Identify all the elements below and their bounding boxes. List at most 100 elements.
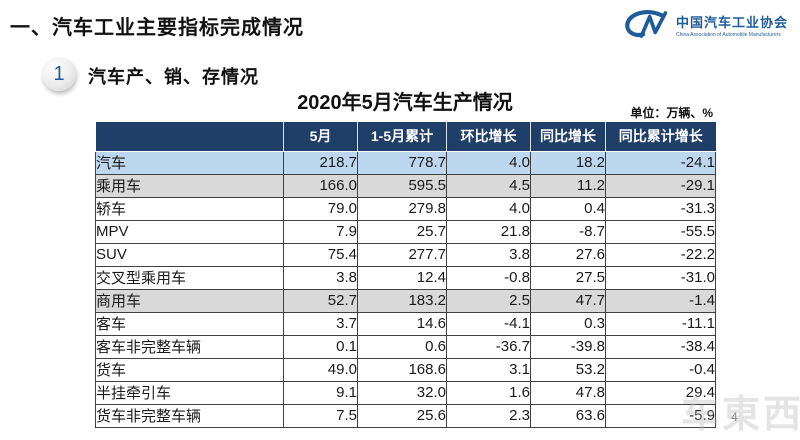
cell-value: 778.7 xyxy=(357,150,447,175)
cell-value: 4.0 xyxy=(446,196,531,221)
cell-value: 32.0 xyxy=(357,380,447,405)
cell-value: 47.7 xyxy=(530,288,606,313)
cell-value: 0.1 xyxy=(283,334,358,359)
cell-value: -31.3 xyxy=(605,196,716,221)
cell-value: 0.4 xyxy=(530,196,606,221)
header-cell-month: 5月 xyxy=(283,122,358,152)
cell-value: 0.6 xyxy=(357,334,447,359)
cell-value: -0.4 xyxy=(605,357,716,382)
cell-value: 47.8 xyxy=(530,380,606,405)
cell-value: 3.8 xyxy=(446,242,531,267)
cell-value: -0.8 xyxy=(446,265,531,290)
cell-value: -11.1 xyxy=(605,311,716,336)
cell-value: -55.5 xyxy=(605,219,716,244)
table-title: 2020年5月汽车生产情况 xyxy=(297,92,513,114)
cell-value: 18.2 xyxy=(530,150,606,175)
header-cell-cumulative: 1-5月累计 xyxy=(357,122,447,152)
header-cell-yoy-cum-growth: 同比累计增长 xyxy=(605,122,716,152)
cell-value: 3.1 xyxy=(446,357,531,382)
table-row: 商用车 52.7 183.2 2.5 47.7 -1.4 xyxy=(95,288,716,313)
cell-value: 7.9 xyxy=(283,219,358,244)
cell-value: 9.1 xyxy=(283,380,358,405)
cell-value: 27.5 xyxy=(530,265,606,290)
section-number: 1 xyxy=(53,62,65,85)
cell-value: -39.8 xyxy=(530,334,606,359)
table-row: 客车 3.7 14.6 -4.1 0.3 -11.1 xyxy=(95,311,716,336)
table-row: MPV 7.9 25.7 21.8 -8.7 -55.5 xyxy=(95,219,716,244)
cell-value: -1.4 xyxy=(605,288,716,313)
section-number-badge: 1 xyxy=(42,57,76,91)
row-label: 商用车 xyxy=(95,288,284,313)
cell-value: -4.1 xyxy=(446,311,531,336)
caam-logo: 中国汽车工业协会 China Association of Automobile… xyxy=(622,8,788,42)
org-name-cn: 中国汽车工业协会 xyxy=(675,15,788,30)
row-label: 客车非完整车辆 xyxy=(95,334,284,359)
cell-value: -38.4 xyxy=(605,334,716,359)
cell-value: 183.2 xyxy=(357,288,447,313)
cell-value: 218.7 xyxy=(283,150,358,175)
table-header-row: 5月 1-5月累计 环比增长 同比增长 同比累计增长 xyxy=(95,122,716,152)
table-row: 客车非完整车辆 0.1 0.6 -36.7 -39.8 -38.4 xyxy=(95,334,716,359)
section-title: 汽车产、销、存情况 xyxy=(88,67,259,87)
cell-value: 79.0 xyxy=(283,196,358,221)
cell-value: 49.0 xyxy=(283,357,358,382)
cell-value: 52.7 xyxy=(283,288,358,313)
cell-value: 4.0 xyxy=(446,150,531,175)
caam-logo-icon xyxy=(625,10,668,38)
row-label: 乘用车 xyxy=(95,173,284,198)
page-number: 4 xyxy=(731,410,738,424)
cell-value: 2.5 xyxy=(446,288,531,313)
cell-value: 3.8 xyxy=(283,265,358,290)
cell-value: 3.7 xyxy=(283,311,358,336)
cell-value: -5.9 xyxy=(605,403,716,428)
header-cell-mom-growth: 环比增长 xyxy=(446,122,531,152)
cell-value: -29.1 xyxy=(605,173,716,198)
cell-value: -31.0 xyxy=(605,265,716,290)
cell-value: 27.6 xyxy=(530,242,606,267)
cell-value: 63.6 xyxy=(530,403,606,428)
row-label: 货车非完整车辆 xyxy=(95,403,284,428)
cell-value: 1.6 xyxy=(446,380,531,405)
cell-value: 166.0 xyxy=(283,173,358,198)
row-label: 轿车 xyxy=(95,196,284,221)
table-row: 货车 49.0 168.6 3.1 53.2 -0.4 xyxy=(95,357,716,382)
header-cell-label xyxy=(95,122,284,152)
cell-value: 11.2 xyxy=(530,173,606,198)
cell-value: -8.7 xyxy=(530,219,606,244)
cell-value: 75.4 xyxy=(283,242,358,267)
unit-label: 单位：万辆、% xyxy=(630,106,713,120)
cell-value: -24.1 xyxy=(605,150,716,175)
cell-value: -22.2 xyxy=(605,242,716,267)
cell-value: 2.3 xyxy=(446,403,531,428)
row-label: MPV xyxy=(95,219,284,244)
cell-value: 25.7 xyxy=(357,219,447,244)
cell-value: 277.7 xyxy=(357,242,447,267)
table-row: 轿车 79.0 279.8 4.0 0.4 -31.3 xyxy=(95,196,716,221)
cell-value: 168.6 xyxy=(357,357,447,382)
row-label: 交叉型乘用车 xyxy=(95,265,284,290)
cell-value: 12.4 xyxy=(357,265,447,290)
cell-value: 7.5 xyxy=(283,403,358,428)
cell-value: 14.6 xyxy=(357,311,447,336)
cell-value: 53.2 xyxy=(530,357,606,382)
table-row: 汽车 218.7 778.7 4.0 18.2 -24.1 xyxy=(95,150,716,175)
row-label: 半挂牵引车 xyxy=(95,380,284,405)
watermark: 车東西 xyxy=(680,394,800,436)
cell-value: 0.3 xyxy=(530,311,606,336)
row-label: SUV xyxy=(95,242,284,267)
header-cell-yoy-growth: 同比增长 xyxy=(530,122,606,152)
row-label: 货车 xyxy=(95,357,284,382)
caam-logo-text: 中国汽车工业协会 China Association of Automobile… xyxy=(676,12,788,38)
table-row: 货车非完整车辆 7.5 25.6 2.3 63.6 -5.9 xyxy=(95,403,716,428)
table-row: 半挂牵引车 9.1 32.0 1.6 47.8 29.4 xyxy=(95,380,716,405)
org-name-en: China Association of Automobile Manufact… xyxy=(675,32,781,38)
cell-value: 4.5 xyxy=(446,173,531,198)
production-table: 5月 1-5月累计 环比增长 同比增长 同比累计增长 汽车 218.7 778.7 4… xyxy=(95,122,716,428)
page-title: 一、汽车工业主要指标完成情况 xyxy=(10,17,304,39)
row-label: 汽车 xyxy=(95,150,284,175)
cell-value: 29.4 xyxy=(605,380,716,405)
table-row: 乘用车 166.0 595.5 4.5 11.2 -29.1 xyxy=(95,173,716,198)
cell-value: 25.6 xyxy=(357,403,447,428)
cell-value: -36.7 xyxy=(446,334,531,359)
